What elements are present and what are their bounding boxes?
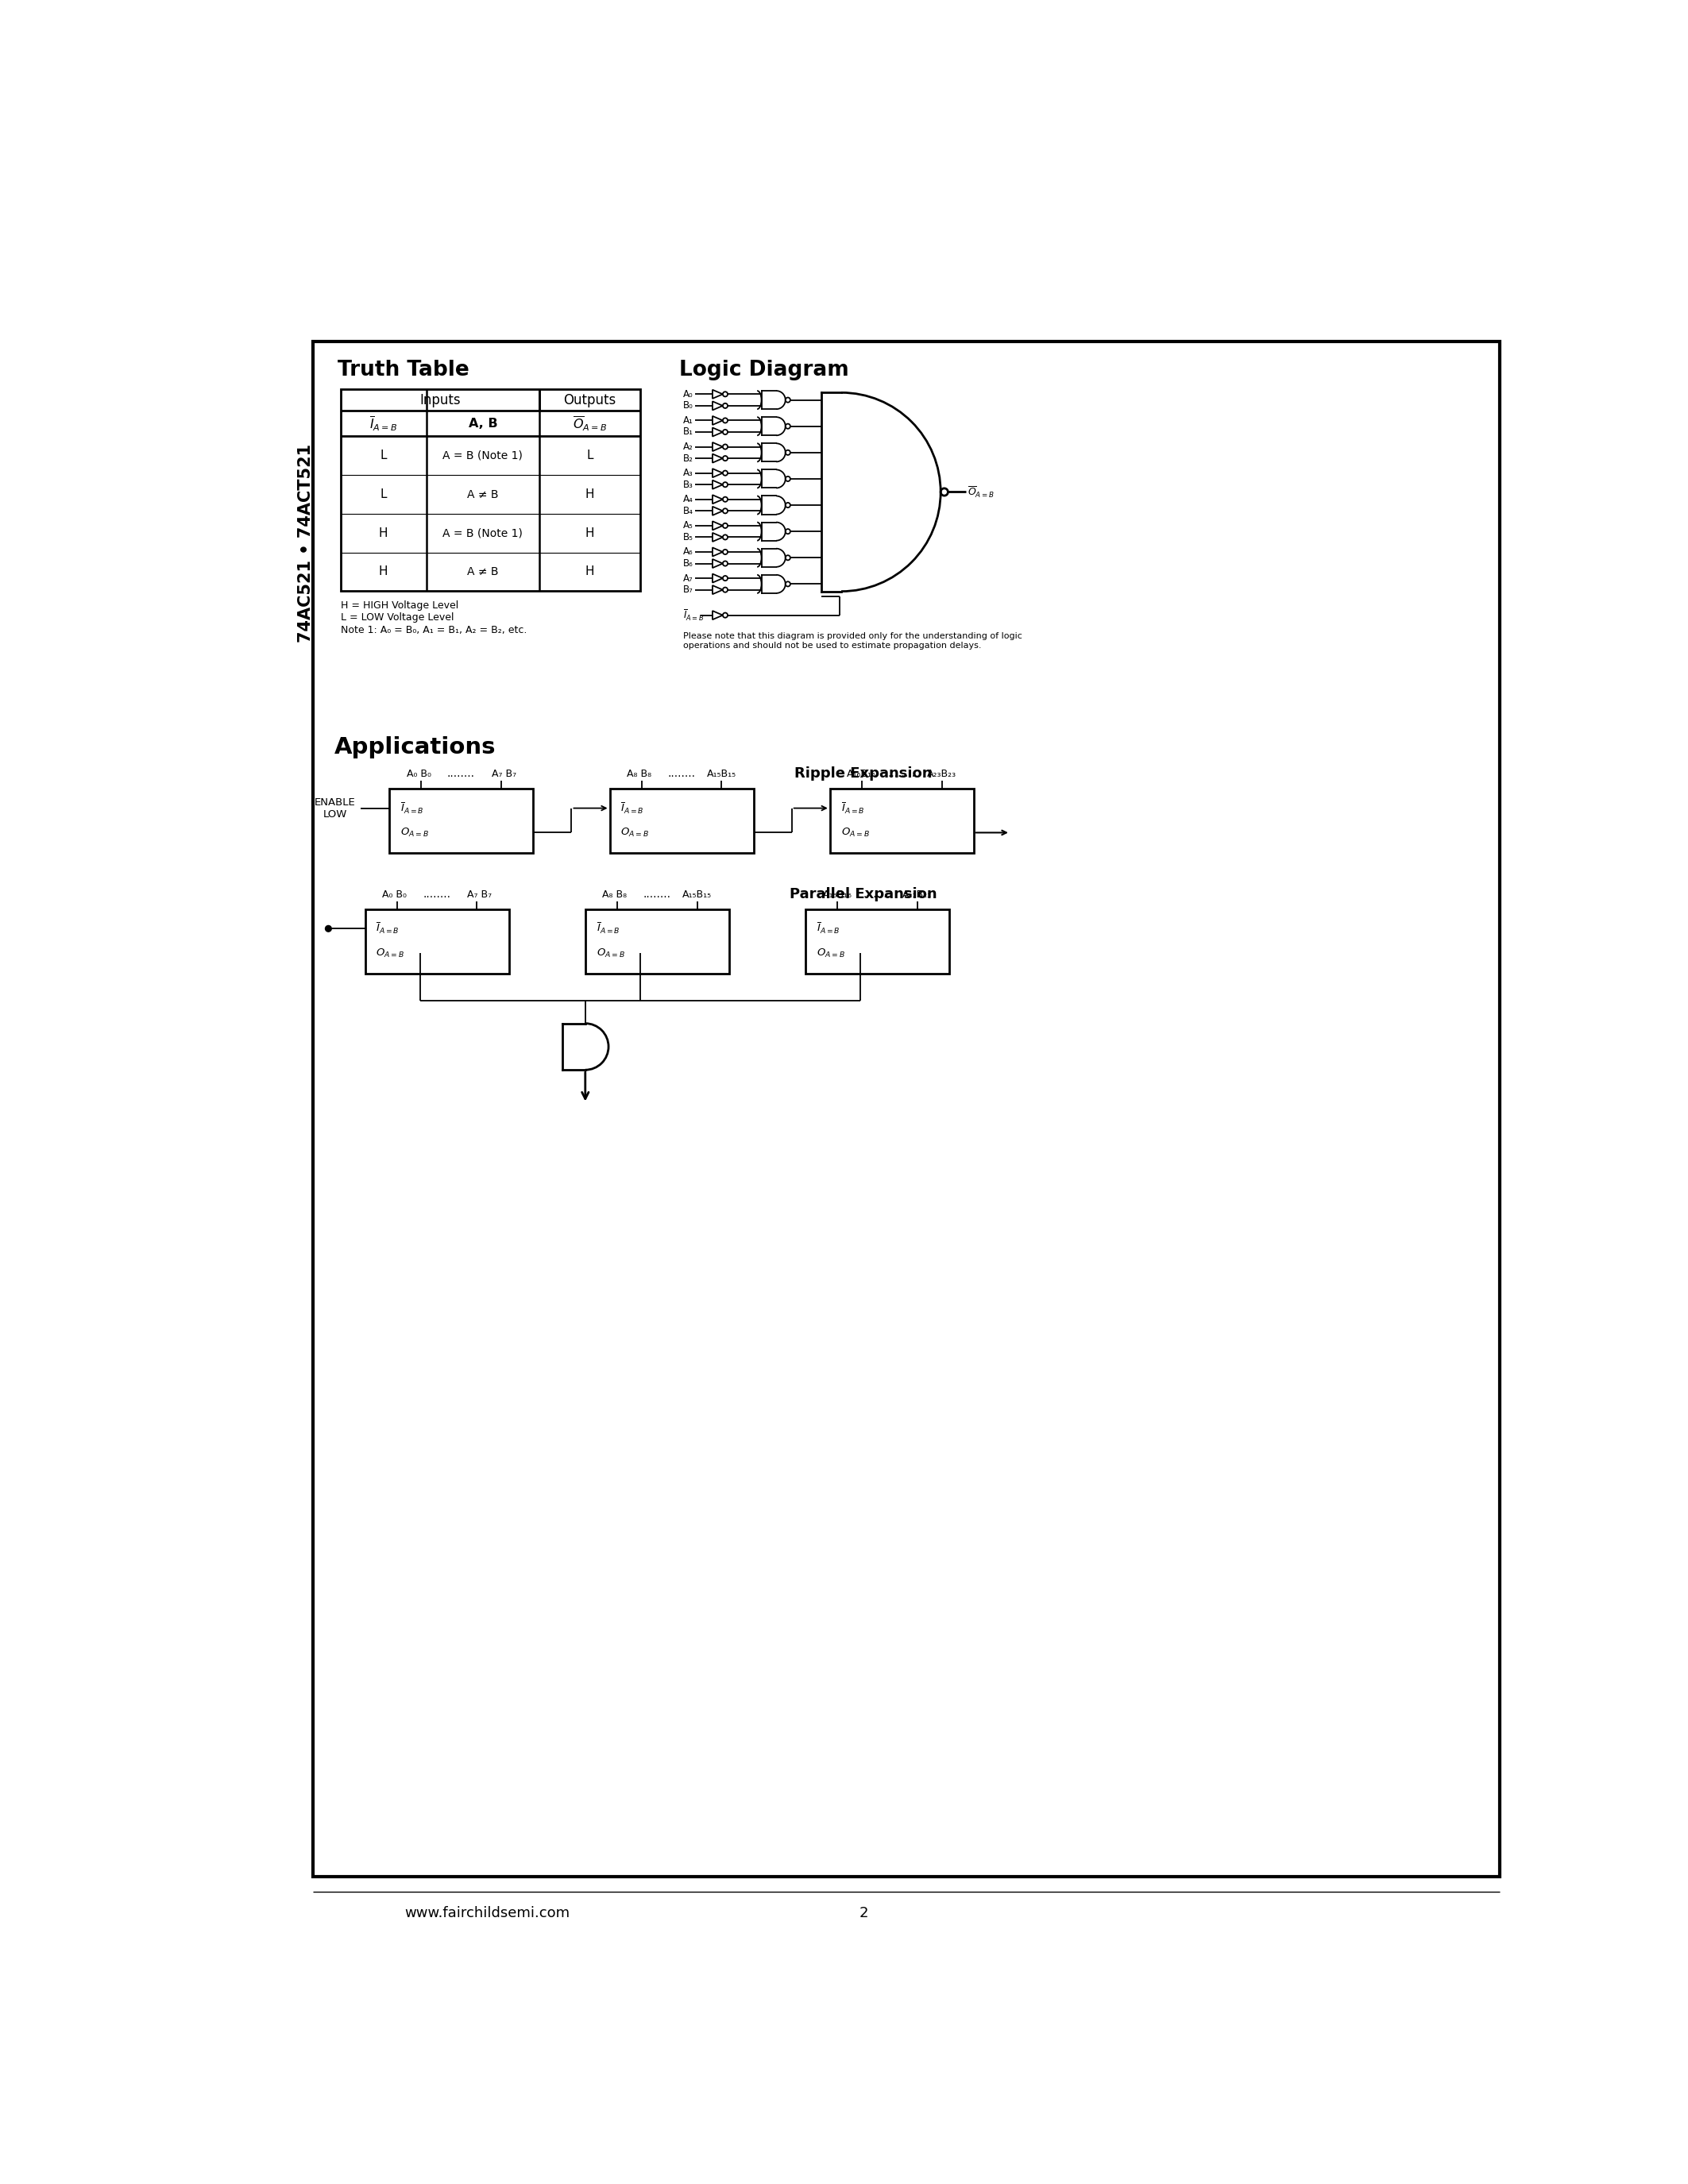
Text: L: L (380, 489, 387, 500)
Bar (586, 909, 729, 974)
Text: B₃: B₃ (684, 480, 694, 489)
Text: ........: ........ (863, 889, 891, 900)
Text: Inputs: Inputs (420, 393, 461, 406)
Text: A ≠ B: A ≠ B (468, 566, 498, 577)
Text: B₄: B₄ (684, 507, 694, 515)
Text: B₀: B₀ (684, 400, 694, 411)
Text: A₀: A₀ (684, 389, 694, 400)
Text: Outputs: Outputs (564, 393, 616, 406)
Text: H: H (378, 526, 388, 539)
Text: B₇: B₇ (684, 585, 694, 594)
Text: A₂₃B₂₃: A₂₃B₂₃ (927, 769, 957, 780)
Text: $O_{A=B}$: $O_{A=B}$ (621, 826, 650, 839)
Text: A₁₆B₁₆: A₁₆B₁₆ (822, 889, 852, 900)
Text: $O_{A=B}$: $O_{A=B}$ (841, 826, 869, 839)
Text: $\overline{I}_{A=B}$: $\overline{I}_{A=B}$ (400, 802, 424, 815)
Text: Truth Table: Truth Table (338, 360, 469, 380)
Text: Applications: Applications (334, 736, 496, 758)
Text: $\overline{O}_{A=B}$: $\overline{O}_{A=B}$ (967, 485, 994, 500)
Text: A₁₅B₁₅: A₁₅B₁₅ (707, 769, 736, 780)
Text: ........: ........ (667, 769, 695, 780)
Bar (341, 389, 640, 592)
Text: A₀ B₀: A₀ B₀ (381, 889, 407, 900)
Text: A₅: A₅ (684, 520, 694, 531)
Text: A₈ B₈: A₈ B₈ (626, 769, 652, 780)
Text: L = LOW Voltage Level: L = LOW Voltage Level (341, 612, 454, 622)
Text: B₁: B₁ (684, 426, 694, 437)
Text: H: H (378, 566, 388, 579)
Text: A₆: A₆ (684, 546, 694, 557)
Text: A₇ B₇: A₇ B₇ (491, 769, 517, 780)
Bar (830, 788, 974, 852)
Bar (609, 788, 753, 852)
Text: $\overline{O}_{A=B}$: $\overline{O}_{A=B}$ (572, 415, 608, 432)
Text: $\overline{I}_{A=B}$: $\overline{I}_{A=B}$ (817, 922, 841, 937)
Text: A = B (Note 1): A = B (Note 1) (442, 450, 523, 461)
Text: B₅: B₅ (684, 533, 694, 542)
Text: ........: ........ (447, 769, 474, 780)
Text: L: L (586, 450, 592, 461)
Text: A₃: A₃ (684, 467, 694, 478)
Text: A, B: A, B (468, 417, 498, 430)
Text: Logic Diagram: Logic Diagram (679, 360, 849, 380)
Text: H: H (586, 489, 594, 500)
Text: $O_{A=B}$: $O_{A=B}$ (400, 826, 429, 839)
Text: A₂₃B₂₃: A₂₃B₂₃ (903, 889, 932, 900)
Text: H = HIGH Voltage Level: H = HIGH Voltage Level (341, 601, 459, 612)
Text: B₂: B₂ (684, 452, 694, 463)
Text: Parallel Expansion: Parallel Expansion (790, 887, 937, 902)
Text: Please note that this diagram is provided only for the understanding of logic
op: Please note that this diagram is provide… (684, 633, 1023, 649)
Bar (805, 909, 949, 974)
Text: A₇ B₇: A₇ B₇ (468, 889, 491, 900)
Text: 74AC521 • 74ACT521: 74AC521 • 74ACT521 (297, 443, 314, 642)
Text: Note 1: A₀ = B₀, A₁ = B₁, A₂ = B₂, etc.: Note 1: A₀ = B₀, A₁ = B₁, A₂ = B₂, etc. (341, 625, 527, 636)
Text: $O_{A=B}$: $O_{A=B}$ (376, 948, 405, 959)
Bar (390, 788, 533, 852)
Text: $\overline{I}_{A=B}$: $\overline{I}_{A=B}$ (621, 802, 645, 815)
Text: ........: ........ (888, 769, 915, 780)
Text: B₆: B₆ (684, 559, 694, 568)
Text: $\overline{I}_{A=B}$: $\overline{I}_{A=B}$ (684, 607, 704, 622)
Text: www.fairchildsemi.com: www.fairchildsemi.com (405, 1907, 571, 1920)
Text: 2: 2 (859, 1907, 868, 1920)
Text: Ripple Expansion: Ripple Expansion (795, 767, 932, 782)
Text: A₄: A₄ (684, 494, 694, 505)
Text: $\overline{I}_{A=B}$: $\overline{I}_{A=B}$ (841, 802, 864, 815)
Text: A₁: A₁ (684, 415, 694, 426)
Text: A₀ B₀: A₀ B₀ (407, 769, 430, 780)
Bar (365, 909, 508, 974)
Text: A₁₆B₁₆: A₁₆B₁₆ (847, 769, 876, 780)
Text: ........: ........ (422, 889, 451, 900)
Text: A₈ B₈: A₈ B₈ (603, 889, 628, 900)
Text: A₂: A₂ (684, 441, 694, 452)
Text: $\overline{I}_{A=B}$: $\overline{I}_{A=B}$ (370, 415, 397, 432)
Text: H: H (586, 566, 594, 579)
Text: A₁₅B₁₅: A₁₅B₁₅ (682, 889, 712, 900)
Text: L: L (380, 450, 387, 461)
Text: $\overline{I}_{A=B}$: $\overline{I}_{A=B}$ (596, 922, 619, 937)
Text: $O_{A=B}$: $O_{A=B}$ (596, 948, 625, 959)
Text: $O_{A=B}$: $O_{A=B}$ (817, 948, 846, 959)
Text: H: H (586, 526, 594, 539)
Text: A ≠ B: A ≠ B (468, 489, 498, 500)
Text: $\overline{I}_{A=B}$: $\overline{I}_{A=B}$ (376, 922, 400, 937)
Text: ........: ........ (643, 889, 670, 900)
Text: A₇: A₇ (684, 572, 694, 583)
Text: ENABLE
LOW: ENABLE LOW (314, 797, 356, 819)
Text: A = B (Note 1): A = B (Note 1) (442, 529, 523, 539)
Circle shape (326, 926, 331, 933)
